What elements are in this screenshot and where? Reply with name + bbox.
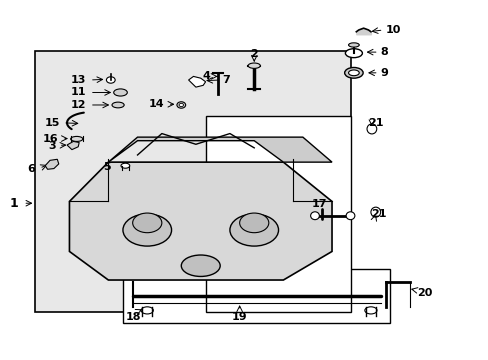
Ellipse shape [364, 307, 376, 314]
Polygon shape [188, 76, 205, 87]
Text: 15: 15 [44, 118, 60, 128]
Text: 13: 13 [71, 75, 86, 85]
Ellipse shape [239, 213, 268, 233]
Text: 12: 12 [71, 100, 86, 110]
Text: 9: 9 [380, 68, 388, 78]
Text: 19: 19 [231, 312, 247, 322]
Text: 4: 4 [202, 71, 210, 81]
Ellipse shape [177, 102, 185, 108]
Text: 5: 5 [103, 162, 111, 172]
Bar [35, 51, 351, 312]
Text: 1: 1 [9, 197, 18, 210]
Ellipse shape [114, 89, 127, 96]
Bar [122, 269, 389, 323]
Ellipse shape [181, 255, 220, 276]
Text: 21: 21 [368, 118, 383, 128]
Text: 8: 8 [380, 47, 387, 57]
Text: 16: 16 [43, 134, 59, 144]
Bar [205, 116, 351, 312]
Ellipse shape [121, 163, 129, 168]
Ellipse shape [106, 77, 115, 83]
Text: 10: 10 [385, 25, 400, 35]
Text: 3: 3 [48, 141, 56, 151]
Ellipse shape [348, 70, 359, 76]
Ellipse shape [345, 49, 362, 58]
Text: 18: 18 [125, 312, 141, 322]
Text: 17: 17 [311, 199, 327, 208]
Text: 11: 11 [71, 87, 86, 98]
Ellipse shape [344, 67, 363, 78]
Ellipse shape [179, 103, 183, 107]
Text: 14: 14 [148, 99, 164, 109]
Ellipse shape [310, 212, 319, 220]
Text: 21: 21 [370, 209, 386, 219]
Ellipse shape [229, 214, 278, 246]
Polygon shape [67, 141, 79, 150]
Ellipse shape [112, 102, 124, 108]
Ellipse shape [122, 214, 171, 246]
Ellipse shape [141, 307, 153, 314]
Text: 6: 6 [27, 164, 35, 174]
Polygon shape [69, 162, 331, 280]
Polygon shape [45, 159, 59, 169]
Text: 20: 20 [416, 288, 431, 297]
Ellipse shape [366, 124, 376, 134]
Ellipse shape [370, 207, 380, 217]
Text: 2: 2 [250, 49, 258, 59]
Ellipse shape [132, 213, 162, 233]
Polygon shape [108, 137, 331, 162]
Ellipse shape [346, 212, 354, 220]
Ellipse shape [71, 136, 82, 141]
Ellipse shape [348, 43, 359, 47]
Text: 7: 7 [222, 75, 230, 85]
Ellipse shape [247, 63, 260, 68]
